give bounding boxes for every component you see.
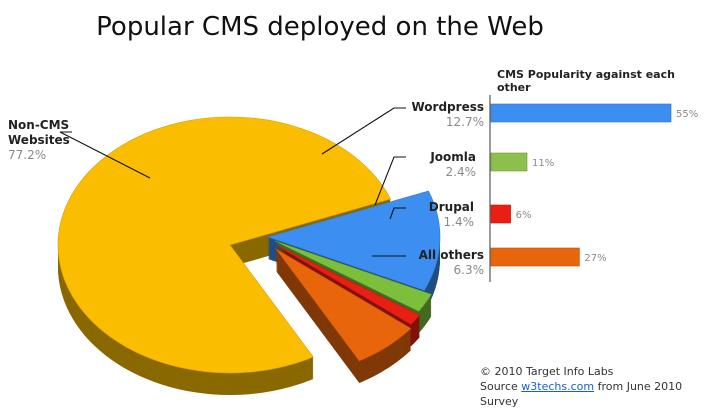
pie-label-wordpress: Wordpress 12.7% bbox=[400, 100, 485, 130]
source-suffix: from June 2010 Survey bbox=[480, 380, 683, 408]
leader-line-drupal bbox=[389, 207, 406, 220]
bar-wordpress bbox=[490, 103, 672, 123]
pie-slice-joomla bbox=[274, 240, 432, 312]
pie-label-name-drupal: Drupal bbox=[428, 200, 474, 214]
pie-slice-wordpress bbox=[266, 190, 441, 291]
source-prefix: Source bbox=[480, 380, 522, 393]
pie-label-name-wordpress: Wordpress bbox=[411, 100, 485, 114]
pie-label-name-joomla: Joomla bbox=[430, 150, 476, 164]
pie-label-name-non-cms-websites-1: Non-CMS bbox=[8, 118, 70, 132]
pie-label-value-all-others: 6.3% bbox=[453, 263, 485, 277]
chart-title: Popular CMS deployed on the Web bbox=[96, 12, 544, 42]
pie-slice-all-others bbox=[275, 248, 412, 362]
pie-slice-drupal bbox=[275, 244, 421, 325]
pie-chart bbox=[57, 116, 441, 396]
copyright-text: © 2010 Target Info Labs bbox=[480, 365, 614, 378]
pie-label-non-cms-websites: Non-CMS Websites 77.2% bbox=[8, 118, 80, 163]
pie-label-value-joomla: 2.4% bbox=[445, 165, 477, 179]
bar-value-label-all-others: 27% bbox=[584, 253, 606, 264]
source-link[interactable]: w3techs.com bbox=[521, 380, 595, 393]
pie-label-value-non-cms-websites: 77.2% bbox=[8, 148, 47, 162]
pie-label-all-others: All others 6.3% bbox=[400, 248, 484, 278]
leader-line-non-cms-websites bbox=[59, 131, 151, 179]
leader-line-wordpress bbox=[321, 107, 406, 155]
pie-label-joomla: Joomla 2.4% bbox=[400, 150, 476, 180]
pie-label-value-drupal: 1.4% bbox=[443, 215, 475, 229]
pie-label-name-non-cms-websites-2: Websites bbox=[8, 133, 70, 147]
bar-chart-title: CMS Popularity against each other bbox=[497, 68, 675, 94]
pie-label-drupal: Drupal 1.4% bbox=[400, 200, 474, 230]
bar-chart: 55% 11% 6% 27% bbox=[490, 103, 698, 267]
pie-label-name-all-others: All others bbox=[418, 248, 484, 262]
bar-drupal bbox=[490, 204, 511, 224]
pie-leader-lines bbox=[59, 107, 406, 257]
bar-value-label-wordpress: 55% bbox=[676, 109, 698, 120]
bar-joomla bbox=[490, 152, 528, 172]
pie-label-value-wordpress: 12.7% bbox=[445, 115, 484, 129]
leader-line-joomla bbox=[374, 156, 406, 206]
bar-all-others bbox=[490, 247, 580, 267]
bar-value-label-joomla: 11% bbox=[532, 158, 554, 169]
pie-slice-non-cms-websites bbox=[57, 116, 391, 374]
source-line: Source w3techs.com from June 2010 Survey bbox=[480, 379, 710, 409]
footer: © 2010 Target Info Labs Source w3techs.c… bbox=[480, 364, 710, 409]
bar-value-label-drupal: 6% bbox=[516, 210, 532, 221]
